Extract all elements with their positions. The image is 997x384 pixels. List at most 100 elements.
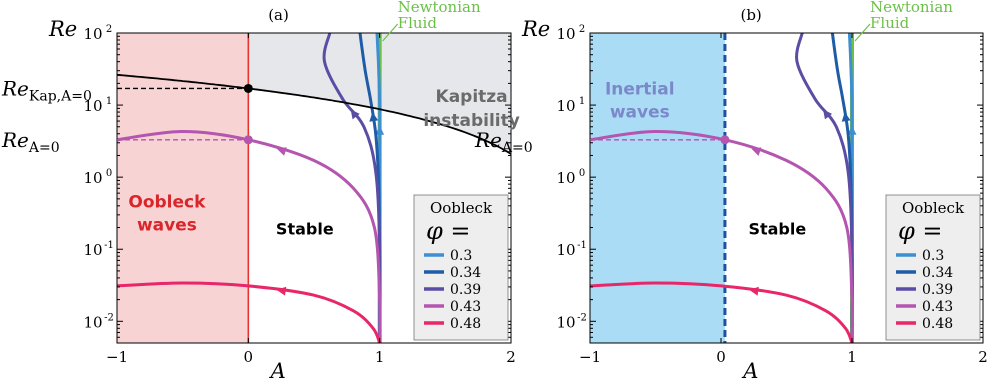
legend-entry-label: 0.3 xyxy=(922,248,944,264)
legend-entry-label: 0.48 xyxy=(922,316,953,332)
series-arrow xyxy=(841,112,851,122)
marker-label-subscript: A=0 xyxy=(28,140,60,156)
series-line-0-43 xyxy=(117,129,382,343)
legend-title: Oobleck xyxy=(902,199,965,217)
y-tick-exponent: 0 xyxy=(579,168,585,179)
marker-label-subscript: Kap,A=0 xyxy=(29,88,92,104)
y-tick-exponent: 2 xyxy=(579,24,585,35)
plot-area xyxy=(590,33,857,343)
y-tick-exponent: -2 xyxy=(577,312,587,323)
marker-label-subscript: A=0 xyxy=(501,140,533,156)
marker-dot xyxy=(243,83,253,93)
y-tick-label: 10 xyxy=(556,313,575,331)
y-tick-exponent: -1 xyxy=(104,240,114,251)
x-tick-label: 2 xyxy=(506,348,516,366)
marker-label: ReKap,A=0 xyxy=(1,76,92,104)
region-label: Oobleck xyxy=(128,192,206,212)
legend-entry-label: 0.43 xyxy=(922,299,953,315)
legend-entry-label: 0.3 xyxy=(450,248,472,264)
stable-label: Stable xyxy=(748,220,806,239)
newtonian-label: Fluid xyxy=(398,14,438,32)
legend-symbol: φ = xyxy=(426,217,471,245)
legend-entry-label: 0.39 xyxy=(450,282,481,298)
kapitza-label: instability xyxy=(423,111,520,131)
x-tick-label: −1 xyxy=(579,348,601,366)
series-arrow xyxy=(375,125,385,135)
marker-label-main: Re xyxy=(1,76,29,100)
legend-entry-label: 0.48 xyxy=(450,316,481,332)
kapitza-boundary-line xyxy=(117,73,511,155)
series-arrow xyxy=(847,125,857,135)
x-tick-label: 0 xyxy=(716,348,726,366)
panel-label: (b) xyxy=(740,6,761,24)
marker-label-main: Re xyxy=(1,128,29,152)
y-axis-label: Re xyxy=(48,17,77,41)
series-line-0-39 xyxy=(795,33,854,343)
series-arrow xyxy=(749,286,759,296)
series-line-0-48 xyxy=(117,281,382,343)
x-tick-label: 2 xyxy=(978,348,988,366)
y-tick-exponent: 1 xyxy=(106,96,112,107)
marker-dot xyxy=(243,135,253,145)
kapitza-label: Kapitza xyxy=(436,87,508,107)
series-arrow xyxy=(276,286,287,296)
newtonian-label: Newtonian xyxy=(870,0,953,16)
legend-symbol: φ = xyxy=(898,217,943,245)
y-tick-label: 10 xyxy=(83,25,102,43)
y-tick-label: 10 xyxy=(556,25,575,43)
panel-label: (a) xyxy=(268,6,289,24)
x-axis-label: A xyxy=(741,359,758,383)
marker-label: ReA=0 xyxy=(1,128,60,156)
y-axis-label: Re xyxy=(521,17,550,41)
legend-entry-label: 0.34 xyxy=(450,265,481,281)
region-label: Inertial xyxy=(605,80,675,100)
y-tick-exponent: -2 xyxy=(104,312,114,323)
series-line-0-43 xyxy=(590,129,854,343)
stable-label: Stable xyxy=(276,220,334,239)
x-axis-label: A xyxy=(269,359,286,383)
x-tick-label: 1 xyxy=(847,348,857,366)
series-line-0-39 xyxy=(322,33,382,343)
y-tick-label: 10 xyxy=(556,97,575,115)
series-arrow xyxy=(369,112,379,122)
legend-entry-label: 0.39 xyxy=(922,282,953,298)
series-arrow xyxy=(350,109,360,120)
y-tick-exponent: -1 xyxy=(577,240,587,251)
series-line-0-48 xyxy=(590,281,854,343)
newtonian-leader xyxy=(854,23,871,42)
y-tick-label: 10 xyxy=(83,97,102,115)
series-arrow xyxy=(276,147,287,156)
region-label: waves xyxy=(137,215,197,235)
legend-box xyxy=(885,194,981,341)
y-tick-label: 10 xyxy=(83,241,102,259)
y-tick-exponent: 1 xyxy=(579,96,585,107)
y-tick-exponent: 0 xyxy=(106,168,112,179)
region-fill xyxy=(590,33,725,343)
legend-entry-label: 0.43 xyxy=(450,299,481,315)
marker-dot xyxy=(720,135,730,145)
legend-entry-label: 0.34 xyxy=(922,265,953,281)
marker-label: ReA=0 xyxy=(474,128,533,156)
plot-area xyxy=(117,33,511,343)
y-tick-label: 10 xyxy=(83,313,102,331)
newtonian-label: Fluid xyxy=(870,14,910,32)
x-tick-label: 1 xyxy=(375,348,385,366)
legend-title: Oobleck xyxy=(430,199,493,217)
x-tick-label: 0 xyxy=(244,348,254,366)
series-arrow xyxy=(823,109,833,120)
newtonian-label: Newtonian xyxy=(398,0,481,16)
y-tick-label: 10 xyxy=(83,169,102,187)
marker-label-main: Re xyxy=(474,128,502,152)
y-tick-label: 10 xyxy=(556,169,575,187)
region-label: waves xyxy=(610,103,670,123)
region-fill xyxy=(117,33,249,343)
x-tick-label: −1 xyxy=(106,348,128,366)
series-arrow xyxy=(751,147,762,156)
y-tick-label: 10 xyxy=(556,241,575,259)
legend-box xyxy=(413,194,509,341)
newtonian-leader xyxy=(382,23,399,42)
y-tick-exponent: 2 xyxy=(106,24,112,35)
